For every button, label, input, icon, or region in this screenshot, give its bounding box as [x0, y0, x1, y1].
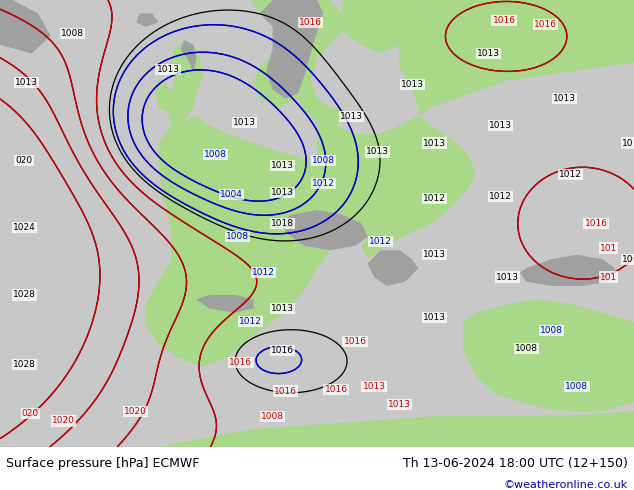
- Text: 1008: 1008: [204, 149, 227, 159]
- Text: 1013: 1013: [477, 49, 500, 58]
- Text: 1016: 1016: [230, 358, 252, 368]
- Text: 1013: 1013: [423, 250, 446, 259]
- Polygon shape: [168, 40, 203, 125]
- Text: 1012: 1012: [239, 317, 262, 326]
- Text: 1008: 1008: [515, 344, 538, 353]
- Text: 1016: 1016: [299, 18, 322, 27]
- Text: 1012: 1012: [312, 179, 335, 188]
- Text: 1016: 1016: [325, 385, 347, 394]
- Text: 1020: 1020: [124, 407, 146, 416]
- Text: 1013: 1013: [489, 121, 512, 130]
- Text: 1013: 1013: [401, 80, 424, 89]
- Polygon shape: [298, 116, 476, 259]
- Text: 020: 020: [22, 409, 39, 418]
- Text: 1016: 1016: [534, 20, 557, 29]
- Text: 1016: 1016: [274, 387, 297, 395]
- Text: 1008: 1008: [61, 29, 84, 38]
- Polygon shape: [146, 116, 355, 367]
- Polygon shape: [285, 210, 368, 250]
- Text: 1013: 1013: [496, 272, 519, 282]
- Text: 1004: 1004: [220, 190, 243, 199]
- Text: 1013: 1013: [233, 119, 256, 127]
- Text: 1013: 1013: [423, 313, 446, 322]
- Text: 10: 10: [622, 255, 633, 264]
- Text: 1008: 1008: [312, 156, 335, 166]
- Polygon shape: [399, 0, 634, 116]
- Text: 1024: 1024: [13, 223, 36, 232]
- Text: 1013: 1013: [553, 94, 576, 103]
- Polygon shape: [181, 40, 197, 72]
- Polygon shape: [368, 250, 418, 286]
- Text: 1008: 1008: [566, 382, 588, 391]
- Polygon shape: [0, 0, 51, 53]
- Text: 1013: 1013: [157, 65, 179, 74]
- Text: ©weatheronline.co.uk: ©weatheronline.co.uk: [503, 480, 628, 490]
- Text: 101: 101: [600, 244, 618, 252]
- Text: 1012: 1012: [559, 170, 582, 179]
- Text: 020: 020: [15, 156, 33, 166]
- Text: 101: 101: [600, 272, 618, 282]
- Text: 1012: 1012: [369, 237, 392, 246]
- Text: 1008: 1008: [226, 232, 249, 242]
- Polygon shape: [197, 295, 254, 313]
- Text: 1016: 1016: [493, 16, 515, 24]
- Polygon shape: [520, 255, 615, 286]
- Text: 1013: 1013: [271, 304, 294, 313]
- Text: 1013: 1013: [340, 112, 363, 121]
- Text: 1008: 1008: [261, 412, 284, 421]
- Text: 1012: 1012: [489, 192, 512, 201]
- Text: 1028: 1028: [13, 291, 36, 299]
- Polygon shape: [250, 0, 342, 107]
- Text: 1013: 1013: [271, 161, 294, 170]
- Text: 1028: 1028: [13, 360, 36, 368]
- Text: 1018: 1018: [271, 219, 294, 228]
- Text: 1008: 1008: [540, 326, 563, 335]
- Text: 1012: 1012: [252, 268, 275, 277]
- Text: 1013: 1013: [423, 139, 446, 147]
- Polygon shape: [260, 0, 323, 98]
- Text: 10: 10: [622, 139, 633, 147]
- Polygon shape: [158, 411, 634, 447]
- Text: 1016: 1016: [344, 337, 366, 346]
- Text: 1013: 1013: [271, 188, 294, 196]
- Polygon shape: [463, 299, 634, 411]
- Text: 1016: 1016: [271, 346, 294, 355]
- Text: 1013: 1013: [15, 78, 38, 87]
- Text: 1012: 1012: [423, 195, 446, 203]
- Polygon shape: [298, 80, 349, 125]
- Text: 1013: 1013: [363, 382, 385, 391]
- Text: Surface pressure [hPa] ECMWF: Surface pressure [hPa] ECMWF: [6, 457, 200, 470]
- Polygon shape: [342, 0, 425, 53]
- Polygon shape: [155, 80, 174, 112]
- Text: 1020: 1020: [52, 416, 75, 425]
- Polygon shape: [136, 13, 158, 27]
- Text: 1016: 1016: [585, 219, 607, 228]
- Text: 1013: 1013: [366, 147, 389, 156]
- Text: Th 13-06-2024 18:00 UTC (12+150): Th 13-06-2024 18:00 UTC (12+150): [403, 457, 628, 470]
- Text: 1013: 1013: [388, 400, 411, 409]
